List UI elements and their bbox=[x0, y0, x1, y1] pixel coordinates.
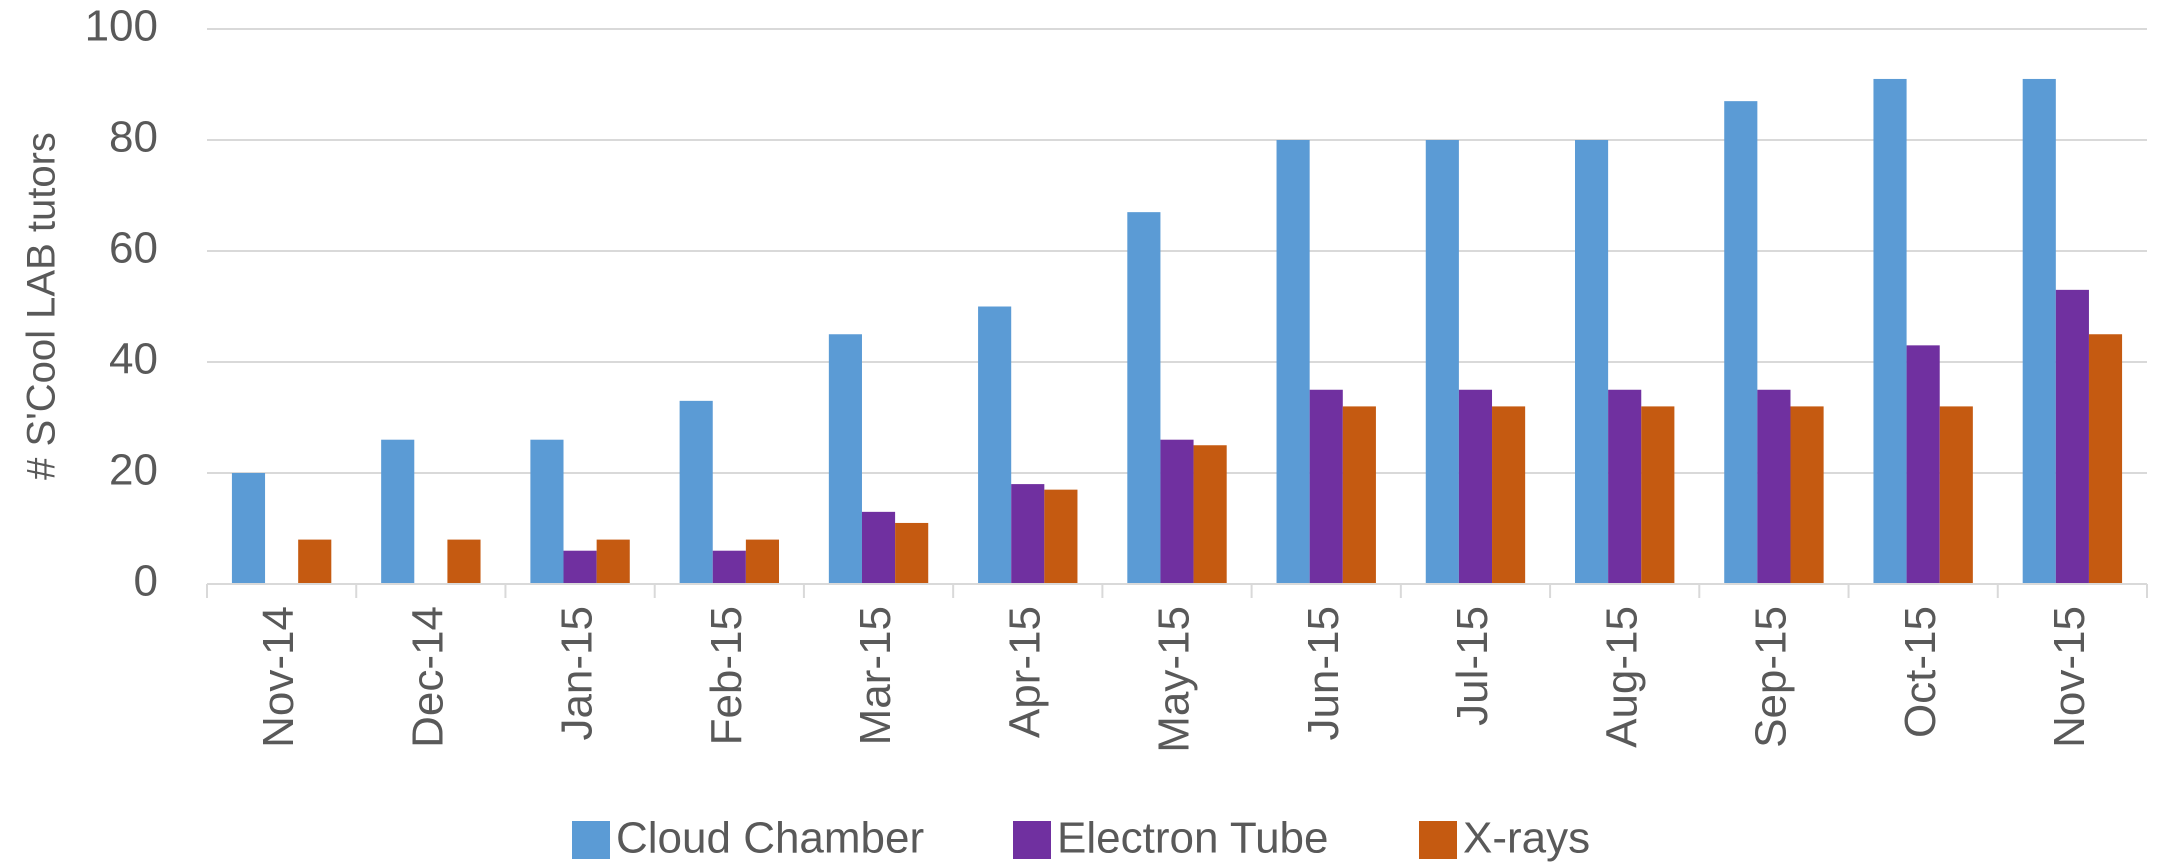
bar bbox=[1127, 212, 1161, 584]
y-tick-label: 0 bbox=[134, 557, 158, 606]
bar bbox=[1873, 78, 1907, 584]
legend-swatch bbox=[572, 821, 610, 859]
bar bbox=[1790, 406, 1824, 584]
x-tick-label: Feb-15 bbox=[702, 606, 751, 745]
bar bbox=[1425, 140, 1459, 584]
bar bbox=[1641, 406, 1675, 584]
x-tick-label: Jan-15 bbox=[553, 606, 602, 741]
bar bbox=[447, 539, 481, 584]
bar bbox=[1193, 445, 1227, 584]
bar bbox=[530, 439, 564, 584]
bar bbox=[861, 511, 896, 584]
bar bbox=[231, 473, 266, 584]
x-tick-label: Oct-15 bbox=[1896, 606, 1945, 738]
bar bbox=[1608, 389, 1642, 584]
bar bbox=[895, 522, 929, 584]
x-tick-label: May-15 bbox=[1150, 606, 1199, 753]
y-tick-label: 20 bbox=[109, 446, 158, 495]
bar bbox=[1757, 389, 1791, 584]
bar bbox=[1276, 140, 1310, 584]
x-tick-label: Sep-15 bbox=[1747, 606, 1796, 748]
bar bbox=[828, 334, 862, 584]
bar bbox=[1492, 406, 1526, 584]
bar bbox=[2055, 289, 2089, 584]
bar bbox=[596, 539, 630, 584]
x-tick-label: Mar-15 bbox=[851, 606, 900, 745]
x-tick-label: Apr-15 bbox=[1000, 606, 1049, 738]
bar bbox=[1939, 406, 1973, 584]
y-tick-label: 60 bbox=[109, 224, 158, 273]
x-tick-label: Dec-14 bbox=[403, 606, 452, 748]
x-tick-label: Nov-15 bbox=[2045, 606, 2094, 748]
bar bbox=[2088, 334, 2123, 584]
y-tick-label: 40 bbox=[109, 335, 158, 384]
bar bbox=[2022, 78, 2056, 584]
bar bbox=[745, 539, 780, 584]
x-tick-label: Nov-14 bbox=[254, 606, 303, 748]
bar bbox=[1458, 389, 1493, 584]
y-tick-label: 80 bbox=[109, 113, 158, 162]
bar bbox=[563, 550, 597, 584]
bar bbox=[1160, 439, 1194, 584]
legend-swatch bbox=[1013, 821, 1051, 859]
x-tick-label: Jul-15 bbox=[1448, 606, 1497, 726]
y-axis-label: # S'Cool LAB tutors bbox=[20, 132, 64, 480]
bar bbox=[1044, 489, 1078, 584]
y-tick-label: 100 bbox=[85, 2, 158, 51]
bar bbox=[381, 439, 415, 584]
legend-label: X-rays bbox=[1463, 814, 1590, 863]
x-tick-label: Jun-15 bbox=[1299, 606, 1348, 741]
bar bbox=[679, 400, 713, 584]
bar bbox=[1342, 406, 1376, 584]
bar bbox=[1906, 345, 1940, 584]
legend-swatch bbox=[1419, 821, 1457, 859]
bar bbox=[1309, 389, 1343, 584]
bar bbox=[298, 539, 332, 584]
bar bbox=[1011, 484, 1045, 584]
bar bbox=[712, 550, 746, 584]
bar bbox=[1574, 140, 1609, 584]
bar bbox=[978, 306, 1012, 584]
legend-label: Electron Tube bbox=[1057, 814, 1329, 863]
x-tick-label: Aug-15 bbox=[1597, 606, 1646, 748]
bar bbox=[1724, 101, 1758, 585]
legend-label: Cloud Chamber bbox=[616, 814, 924, 863]
